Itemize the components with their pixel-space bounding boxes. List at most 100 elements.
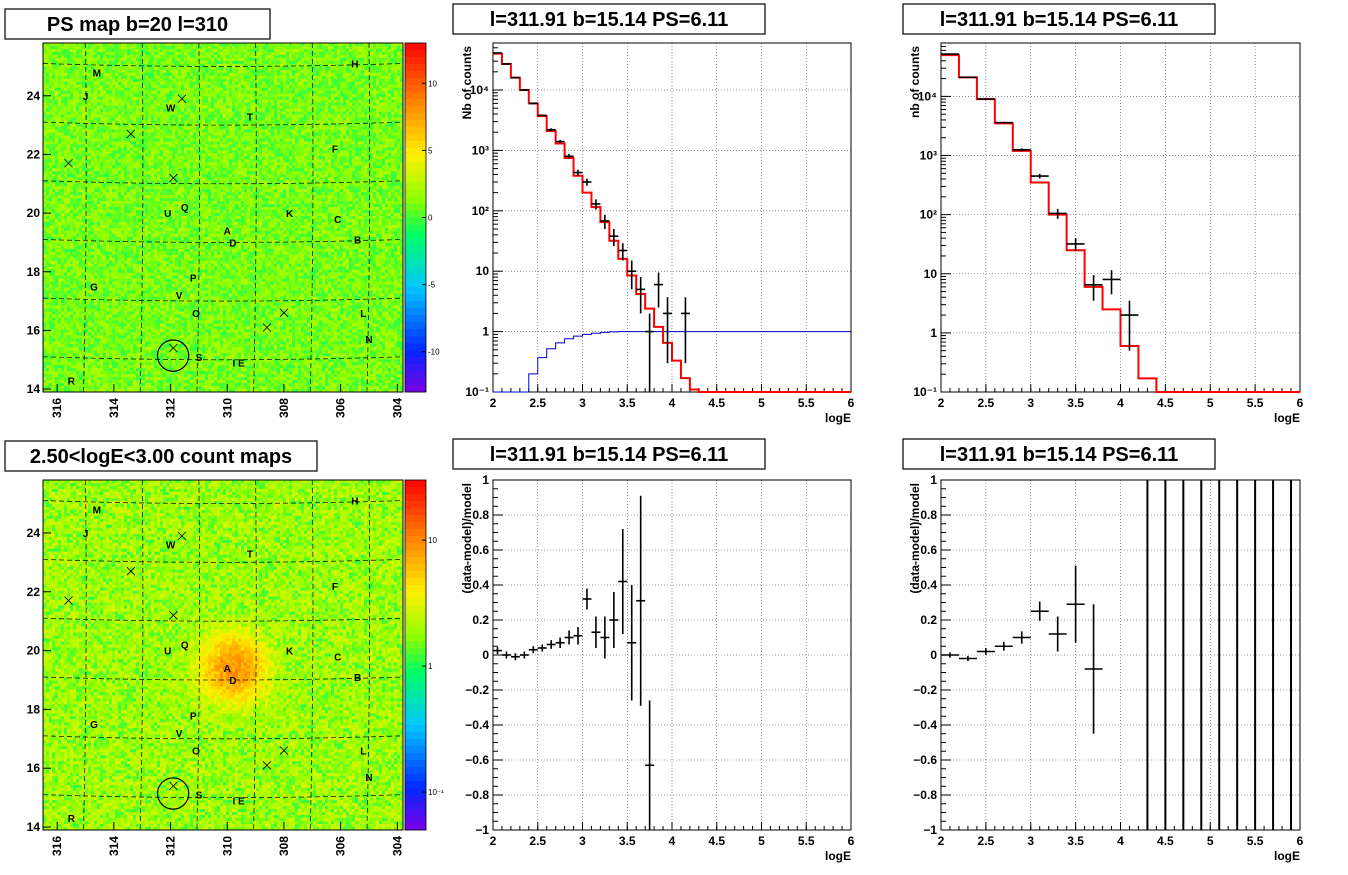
heatmap-cell — [322, 130, 325, 133]
heatmap-cell — [253, 165, 256, 168]
heatmap-cell — [286, 73, 289, 76]
heatmap-cell — [130, 138, 133, 141]
heatmap-cell — [346, 162, 349, 165]
heatmap-cell — [49, 138, 52, 141]
heatmap-cell — [391, 115, 394, 118]
heatmap-cell — [151, 156, 154, 159]
heatmap-cell — [337, 94, 340, 97]
heatmap-cell — [298, 52, 301, 55]
heatmap-cell — [325, 132, 328, 135]
heatmap-cell — [298, 135, 301, 138]
heatmap-cell — [139, 76, 142, 79]
heatmap-cell — [169, 118, 172, 121]
heatmap-cell — [259, 150, 262, 153]
heatmap-cell — [292, 64, 295, 67]
heatmap-cell — [214, 61, 217, 64]
heatmap-cell — [145, 64, 148, 67]
heatmap-cell — [178, 130, 181, 133]
heatmap-cell — [76, 73, 79, 76]
heatmap-cell — [85, 147, 88, 150]
heatmap-cell — [283, 127, 286, 130]
heatmap-cell — [64, 97, 67, 100]
heatmap-cell — [286, 159, 289, 162]
heatmap-cell — [211, 112, 214, 115]
heatmap-cell — [79, 127, 82, 130]
heatmap-cell — [325, 49, 328, 52]
heatmap-cell — [178, 118, 181, 121]
heatmap-cell — [394, 67, 397, 70]
heatmap-cell — [139, 109, 142, 112]
heatmap-cell — [199, 49, 202, 52]
heatmap-cell — [166, 94, 169, 97]
heatmap-cell — [277, 94, 280, 97]
heatmap-cell — [55, 103, 58, 106]
heatmap-cell — [97, 103, 100, 106]
heatmap-cell — [289, 91, 292, 94]
heatmap-cell — [247, 46, 250, 49]
heatmap-cell — [187, 58, 190, 61]
heatmap-cell — [70, 82, 73, 85]
heatmap-cell — [223, 46, 226, 49]
heatmap-cell — [358, 82, 361, 85]
heatmap-cell — [112, 159, 115, 162]
heatmap-cell — [163, 85, 166, 88]
heatmap-cell — [253, 141, 256, 144]
heatmap-cell — [88, 70, 91, 73]
heatmap-cell — [169, 88, 172, 91]
heatmap-cell — [109, 121, 112, 124]
heatmap-cell — [382, 115, 385, 118]
heatmap-cell — [367, 55, 370, 58]
heatmap-cell — [382, 150, 385, 153]
heatmap-cell — [184, 103, 187, 106]
heatmap-cell — [280, 135, 283, 138]
heatmap-cell — [124, 58, 127, 61]
heatmap-cell — [157, 159, 160, 162]
heatmap-cell — [340, 156, 343, 159]
heatmap-cell — [130, 67, 133, 70]
heatmap-cell — [361, 58, 364, 61]
heatmap-cell — [202, 76, 205, 79]
heatmap-cell — [205, 156, 208, 159]
heatmap-cell — [280, 109, 283, 112]
heatmap-cell — [247, 52, 250, 55]
heatmap-cell — [55, 109, 58, 112]
heatmap-cell — [217, 112, 220, 115]
heatmap-cell — [358, 49, 361, 52]
heatmap-cell — [223, 115, 226, 118]
heatmap-cell — [397, 141, 400, 144]
heatmap-cell — [370, 130, 373, 133]
heatmap-cell — [280, 121, 283, 124]
heatmap-cell — [67, 124, 70, 127]
heatmap-cell — [217, 58, 220, 61]
heatmap-cell — [94, 165, 97, 168]
heatmap-cell — [220, 153, 223, 156]
heatmap-cell — [76, 76, 79, 79]
heatmap-cell — [232, 85, 235, 88]
heatmap-cell — [73, 58, 76, 61]
heatmap-cell — [322, 141, 325, 144]
heatmap-cell — [355, 156, 358, 159]
heatmap-cell — [223, 67, 226, 70]
heatmap-cell — [358, 52, 361, 55]
heatmap-cell — [121, 112, 124, 115]
heatmap-cell — [172, 132, 175, 135]
heatmap-cell — [166, 162, 169, 165]
heatmap-cell — [151, 97, 154, 100]
heatmap-cell — [352, 121, 355, 124]
heatmap-cell — [49, 130, 52, 133]
heatmap-cell — [172, 147, 175, 150]
heatmap-cell — [244, 106, 247, 109]
heatmap-cell — [112, 112, 115, 115]
heatmap-cell — [148, 106, 151, 109]
heatmap-cell — [325, 94, 328, 97]
heatmap-cell — [196, 165, 199, 168]
heatmap-cell — [154, 150, 157, 153]
heatmap-cell — [115, 118, 118, 121]
heatmap-cell — [238, 103, 241, 106]
heatmap-cell — [376, 109, 379, 112]
heatmap-cell — [118, 106, 121, 109]
heatmap-cell — [160, 55, 163, 58]
heatmap-cell — [391, 79, 394, 82]
heatmap-cell — [109, 76, 112, 79]
heatmap-cell — [274, 150, 277, 153]
